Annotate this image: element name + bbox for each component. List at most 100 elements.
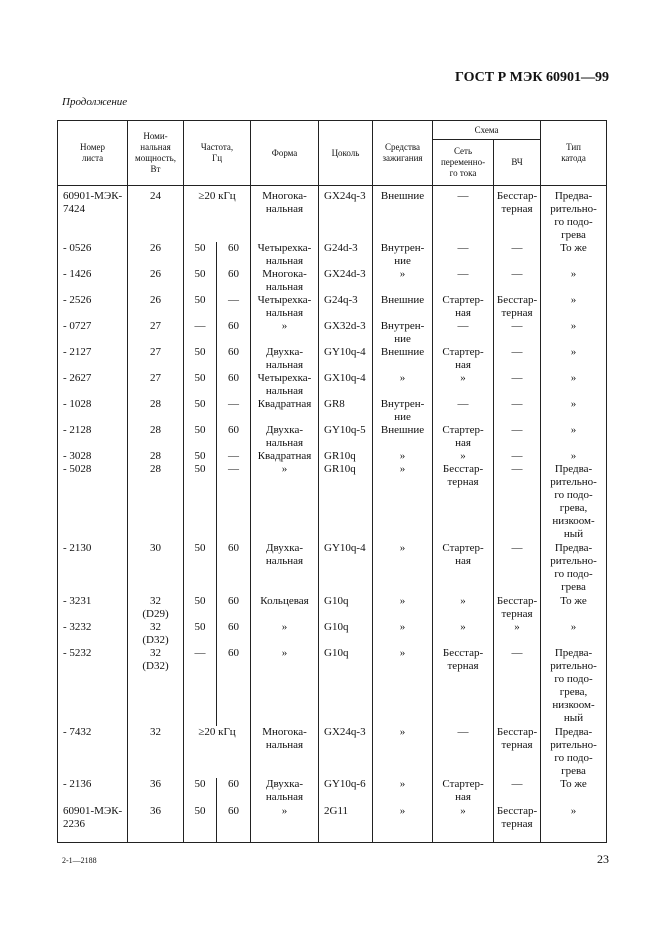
frequency-60: —: [215, 294, 252, 320]
base: G24d-3: [318, 242, 374, 268]
shape: Двухка- нальная: [250, 542, 320, 595]
shape: Многока- нальная: [250, 185, 320, 242]
cathode-type: »: [540, 450, 608, 463]
base: G10q: [318, 621, 374, 647]
frequency-50: 50: [183, 294, 217, 320]
frequency-60: 60: [215, 778, 252, 805]
frequency-50: 50: [183, 242, 217, 268]
ignition: Внутрен- ние: [372, 320, 434, 346]
scheme-hf: —: [493, 778, 542, 805]
scheme-ac: —: [432, 185, 495, 242]
scheme-hf: —: [493, 647, 542, 726]
power: 28: [127, 398, 184, 424]
power: 32 (D32): [127, 647, 184, 726]
base: GR10q: [318, 463, 374, 542]
cathode-type: »: [540, 621, 608, 647]
ignition: »: [372, 450, 434, 463]
base: GX32d-3: [318, 320, 374, 346]
shape: Двухка- нальная: [250, 424, 320, 450]
sheet-number: - 0727: [57, 320, 128, 346]
scheme-hf: —: [493, 320, 542, 346]
frequency-60: 60: [215, 621, 252, 647]
base: GX24d-3: [318, 268, 374, 294]
scheme-hf: —: [493, 346, 542, 372]
scheme-ac: »: [432, 450, 495, 463]
table-row: - 5028 28 50—» GR10q» Бесстар- терная — Предва…: [57, 463, 608, 542]
base: G10q: [318, 647, 374, 726]
scheme-hf: Бесстар- терная: [493, 294, 542, 320]
power: 32 (D29): [127, 595, 184, 621]
table-row: - 0727 27—60» GX32d-3 Внутрен- ние — —»: [57, 320, 608, 346]
power: 28: [127, 463, 184, 542]
frequency-50: —: [183, 647, 217, 726]
scheme-ac: »: [432, 621, 495, 647]
shape: »: [250, 805, 320, 843]
table-row: - 3028 28 50— Квадратная GR10q»» —»: [57, 450, 608, 463]
frequency-60: —: [215, 398, 252, 424]
frequency-60: 60: [215, 242, 252, 268]
power: 28: [127, 424, 184, 450]
col-ignition: Средства зажигания: [372, 120, 434, 186]
table-row: - 5232 32 (D32) —60» G10q» Бесстар- терная — П…: [57, 647, 608, 726]
scheme-hf: —: [493, 450, 542, 463]
base: 2G11: [318, 805, 374, 843]
table-row: - 2136 36 50 60 Двухка- нальная GY10q-6» Старт…: [57, 778, 608, 805]
ignition: »: [372, 647, 434, 726]
base: GX24q-3: [318, 185, 374, 242]
shape: Многока- нальная: [250, 726, 320, 778]
sheet-number: - 2128: [57, 424, 128, 450]
scheme-ac: »: [432, 595, 495, 621]
cathode-type: »: [540, 372, 608, 398]
scheme-ac: Бесстар- терная: [432, 463, 495, 542]
frequency-60: —: [215, 450, 252, 463]
ignition: »: [372, 595, 434, 621]
power: 27: [127, 346, 184, 372]
col-power: Номи- нальная мощность, Вт: [127, 120, 184, 186]
col-shape: Форма: [250, 120, 320, 186]
base: G10q: [318, 595, 374, 621]
col-freq: Частота, Гц: [182, 120, 252, 186]
scheme-ac: Стартер- ная: [432, 294, 495, 320]
col-base: Цоколь: [318, 120, 374, 186]
frequency-50: 50: [183, 268, 217, 294]
cathode-type: То же: [540, 778, 608, 805]
sheet-number: - 3231: [57, 595, 128, 621]
cathode-type: »: [540, 805, 608, 843]
sheet-number: - 2130: [57, 542, 128, 595]
shape: Двухка- нальная: [250, 346, 320, 372]
sheet-number: - 0526: [57, 242, 128, 268]
table-row: - 2127 27 50 60 Двухка- нальная GY10q-4 Внешни…: [57, 346, 608, 372]
standard-header: ГОСТ Р МЭК 60901—99: [455, 70, 609, 85]
lamp-table: Номер листа Номи- нальная мощность, Вт Ч…: [57, 120, 608, 843]
frequency-60: 60: [215, 320, 252, 346]
scheme-hf: —: [493, 542, 542, 595]
frequency: ≥20 кГц: [182, 726, 252, 778]
cathode-type: Предва- рительно- го подо- грева: [540, 542, 608, 595]
shape: Квадратная: [250, 398, 320, 424]
base: GR8: [318, 398, 374, 424]
cathode-type: »: [540, 268, 608, 294]
power: 26: [127, 268, 184, 294]
sheet-number: - 7432: [57, 726, 128, 778]
scheme-ac: —: [432, 242, 495, 268]
frequency-50: 50: [183, 805, 217, 843]
cathode-type: То же: [540, 242, 608, 268]
frequency-60: 60: [215, 268, 252, 294]
sheet-number: - 2127: [57, 346, 128, 372]
frequency-50: 50: [183, 621, 217, 647]
col-cathode: Тип катода: [540, 120, 608, 186]
table-row: 60901-МЭК- 2236 36 50 60» 2G11»» Бесстар- тер…: [57, 805, 608, 843]
sheet-number: - 2526: [57, 294, 128, 320]
frequency-60: 60: [215, 647, 252, 726]
scheme-ac: Бесстар- терная: [432, 647, 495, 726]
ignition: Внешние: [372, 185, 434, 242]
col-ac: Сеть переменно- го тока: [432, 139, 495, 186]
scheme-hf: Бесстар- терная: [493, 805, 542, 843]
table-row: - 1426 26 50 60 Многока- нальная GX24d-3» — —»: [57, 268, 608, 294]
scheme-ac: —: [432, 320, 495, 346]
frequency-60: —: [215, 463, 252, 542]
sheet-number: 60901-МЭК- 2236: [57, 805, 128, 843]
power: 32 (D32): [127, 621, 184, 647]
cathode-type: Предва- рительно- го подо- грева, низкоо…: [540, 463, 608, 542]
page-number: 23: [597, 852, 609, 866]
